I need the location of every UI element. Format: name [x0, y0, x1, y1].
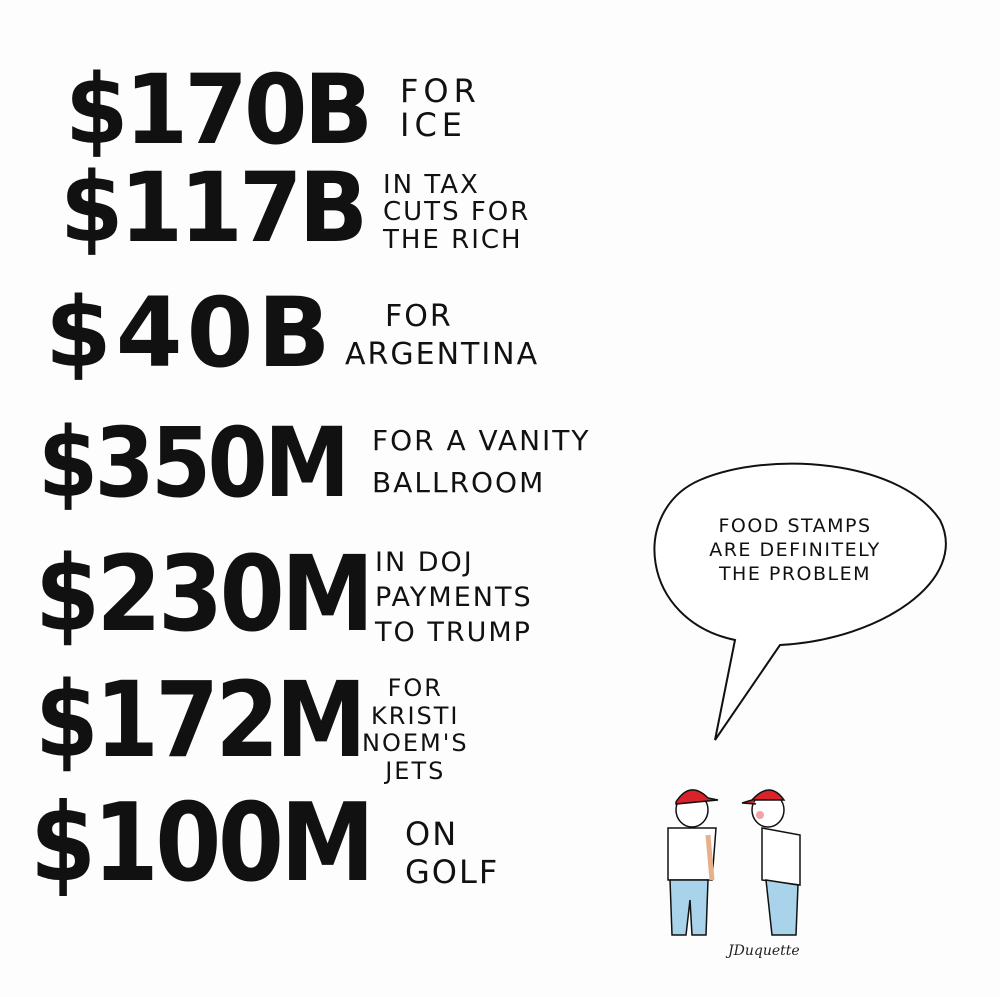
label-line: KRISTI [371, 701, 460, 730]
label-doj: IN DOJ PAYMENTS TO TRUMP [375, 545, 533, 650]
label-jets: FOR KRISTI NOEM'S JETS [362, 674, 469, 785]
amount-argentina: $40B [45, 277, 335, 389]
amount-golf: $100M [30, 781, 375, 906]
man-left [667, 789, 719, 936]
label-line: THE RICH [383, 224, 523, 255]
label-line: ON [405, 815, 459, 853]
label-line: BALLROOM [372, 466, 546, 499]
speech-bubble [653, 462, 947, 741]
amount-ballroom: $350M [38, 407, 350, 519]
amount-tax-cuts: $117B [60, 152, 368, 264]
amount-jets: $172M [35, 659, 367, 781]
label-argentina: FOR ARGENTINA [345, 298, 539, 373]
speech-bubble-text: FOOD STAMPS ARE DEFINITELY THE PROBLEM [650, 515, 940, 586]
bubble-line: ARE DEFINITELY [709, 538, 881, 561]
label-line: GOLF [405, 853, 500, 892]
label-golf: ON GOLF [405, 815, 499, 892]
label-line: FOR A VANITY [372, 424, 591, 457]
label-line: JETS [385, 756, 446, 785]
man-right [741, 789, 801, 936]
bubble-line: FOOD STAMPS [718, 515, 872, 537]
label-line: ICE [400, 105, 467, 144]
label-ballroom: FOR A VANITY BALLROOM [372, 420, 590, 504]
label-ice: FOR ICE [400, 72, 481, 144]
amount-doj: $230M [35, 533, 374, 655]
label-line: PAYMENTS [375, 582, 533, 614]
label-line: NOEM'S [362, 729, 469, 758]
label-tax-cuts: IN TAX CUTS FOR THE RICH [383, 170, 531, 255]
artist-signature: JDuquette [728, 943, 800, 959]
label-line: IN TAX [383, 170, 480, 200]
label-line: FOR [387, 674, 443, 702]
bubble-line: THE PROBLEM [718, 562, 872, 585]
label-line: CUTS FOR [383, 197, 531, 228]
label-line: TO TRUMP [375, 617, 532, 649]
label-line: FOR [400, 72, 481, 110]
label-line: IN DOJ [375, 547, 474, 578]
label-line: FOR [385, 299, 453, 334]
amount-ice: $170B [65, 54, 373, 166]
label-line: ARGENTINA [345, 336, 540, 372]
